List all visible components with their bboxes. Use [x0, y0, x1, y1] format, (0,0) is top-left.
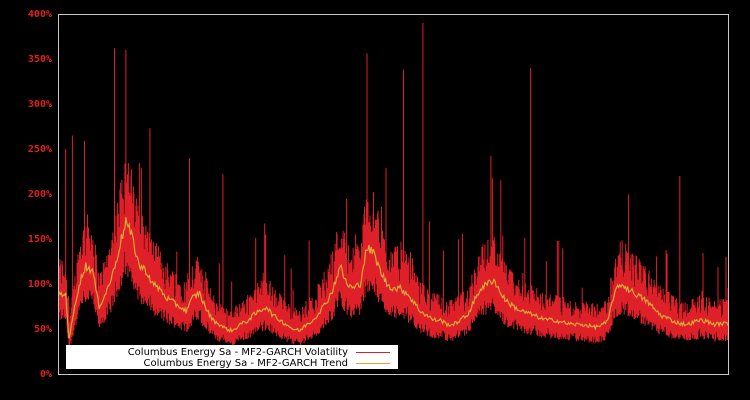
y-tick-label: 250% [27, 144, 52, 155]
plot-frame [58, 14, 729, 375]
legend-item-volatility: Columbus Energy Sa - MF2-GARCH Volatilit… [128, 346, 390, 358]
legend-swatch-trend [356, 362, 390, 364]
y-tick-label: 50% [33, 324, 52, 335]
y-tick-label: 200% [27, 189, 52, 200]
trend-series [58, 217, 729, 339]
legend-item-trend: Columbus Energy Sa - MF2-GARCH Trend [144, 357, 390, 369]
y-tick-label: 350% [27, 54, 52, 65]
y-tick-label: 0% [39, 369, 52, 380]
legend-label: Columbus Energy Sa - MF2-GARCH Trend [143, 357, 348, 369]
y-tick-label: 150% [27, 234, 52, 245]
legend-swatch-volatility [356, 351, 390, 353]
y-tick-label: 100% [27, 279, 52, 290]
y-tick-label: 400% [27, 9, 52, 20]
y-tick-label: 300% [27, 99, 52, 110]
chart-legend: Columbus Energy Sa - MF2-GARCH Volatilit… [66, 345, 398, 369]
legend-label: Columbus Energy Sa - MF2-GARCH Volatilit… [127, 346, 348, 358]
